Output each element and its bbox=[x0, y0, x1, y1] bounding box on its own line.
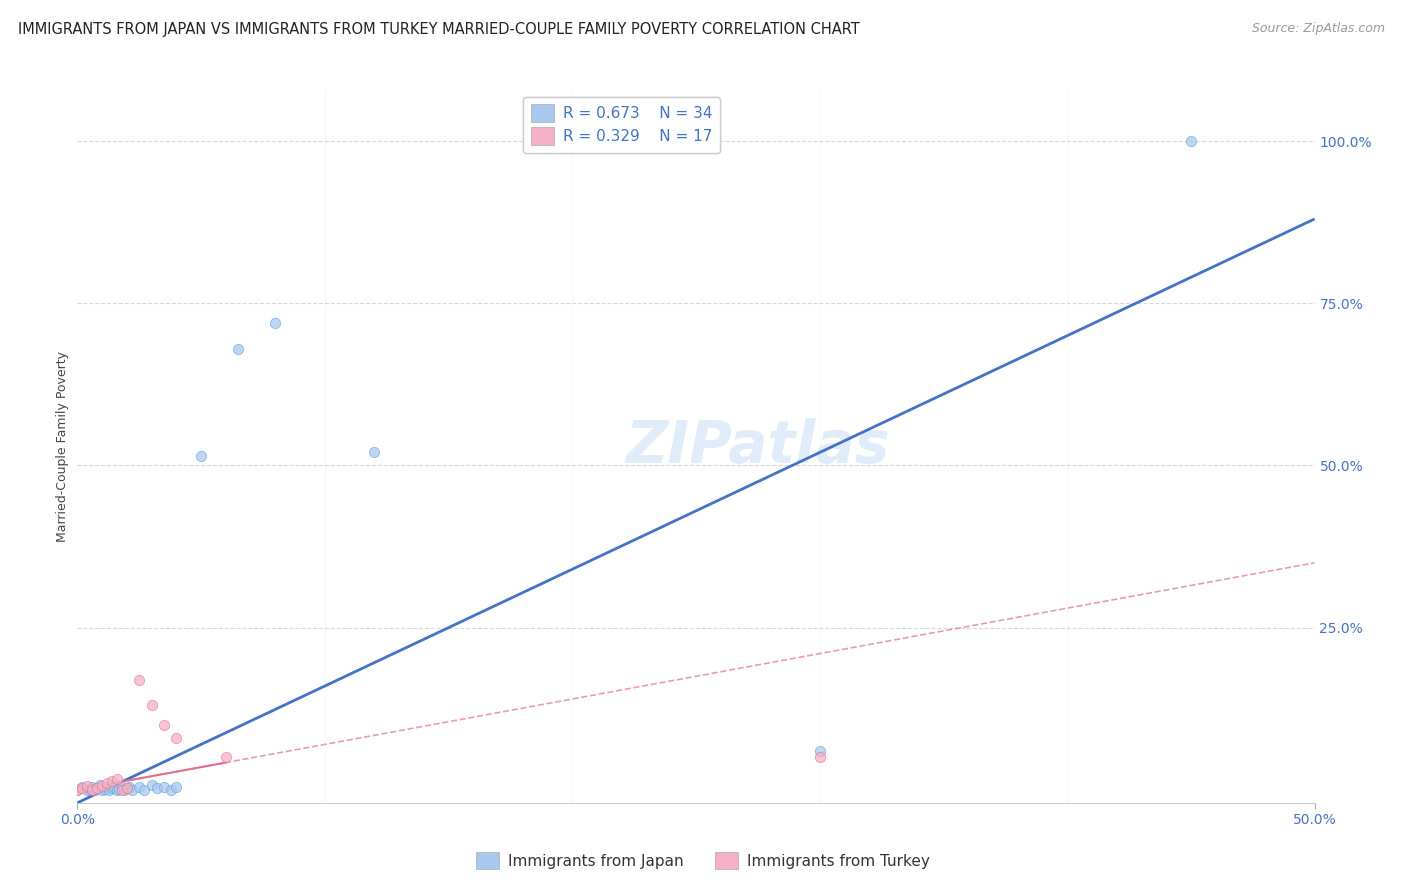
Point bbox=[115, 780, 138, 795]
Point bbox=[91, 779, 114, 793]
Point bbox=[83, 782, 105, 797]
Point bbox=[66, 782, 89, 797]
Point bbox=[96, 780, 118, 794]
Point bbox=[66, 782, 89, 797]
Text: Source: ZipAtlas.com: Source: ZipAtlas.com bbox=[1251, 22, 1385, 36]
Point bbox=[111, 782, 134, 797]
Point bbox=[112, 782, 135, 797]
Point bbox=[160, 782, 183, 797]
Point bbox=[134, 782, 156, 797]
Point bbox=[153, 780, 176, 794]
Point bbox=[215, 750, 238, 764]
Point bbox=[115, 780, 138, 795]
Point bbox=[190, 449, 212, 463]
Legend: R = 0.673    N = 34, R = 0.329    N = 17: R = 0.673 N = 34, R = 0.329 N = 17 bbox=[523, 97, 720, 153]
Point bbox=[76, 779, 98, 793]
Text: IMMIGRANTS FROM JAPAN VS IMMIGRANTS FROM TURKEY MARRIED-COUPLE FAMILY POVERTY CO: IMMIGRANTS FROM JAPAN VS IMMIGRANTS FROM… bbox=[18, 22, 860, 37]
Point bbox=[118, 780, 141, 794]
Point bbox=[121, 782, 143, 797]
Point bbox=[98, 782, 121, 797]
Legend: Immigrants from Japan, Immigrants from Turkey: Immigrants from Japan, Immigrants from T… bbox=[470, 846, 936, 875]
Text: ZIPatlas: ZIPatlas bbox=[626, 417, 890, 475]
Point bbox=[91, 782, 114, 797]
Point bbox=[108, 781, 131, 796]
Point bbox=[226, 342, 249, 356]
Point bbox=[86, 780, 108, 795]
Point bbox=[96, 776, 118, 790]
Point bbox=[111, 780, 134, 794]
Point bbox=[1180, 134, 1202, 148]
Point bbox=[145, 780, 167, 795]
Point bbox=[82, 780, 104, 794]
Y-axis label: Married-Couple Family Poverty: Married-Couple Family Poverty bbox=[56, 351, 69, 541]
Point bbox=[128, 780, 150, 795]
Point bbox=[105, 772, 128, 787]
Point bbox=[86, 780, 108, 795]
Point bbox=[165, 731, 187, 745]
Point bbox=[141, 698, 163, 713]
Point bbox=[72, 780, 94, 794]
Point bbox=[82, 782, 104, 797]
Point bbox=[79, 781, 101, 796]
Point bbox=[72, 780, 94, 795]
Point bbox=[363, 445, 385, 459]
Point bbox=[165, 780, 187, 794]
Point bbox=[93, 781, 115, 796]
Point bbox=[101, 780, 124, 795]
Point bbox=[76, 782, 98, 797]
Point bbox=[101, 774, 124, 789]
Point bbox=[264, 316, 287, 330]
Point bbox=[105, 782, 128, 797]
Point bbox=[153, 718, 176, 732]
Point bbox=[103, 780, 125, 794]
Point bbox=[808, 750, 831, 764]
Point bbox=[89, 778, 111, 792]
Point bbox=[808, 744, 831, 758]
Point bbox=[128, 673, 150, 687]
Point bbox=[141, 778, 163, 792]
